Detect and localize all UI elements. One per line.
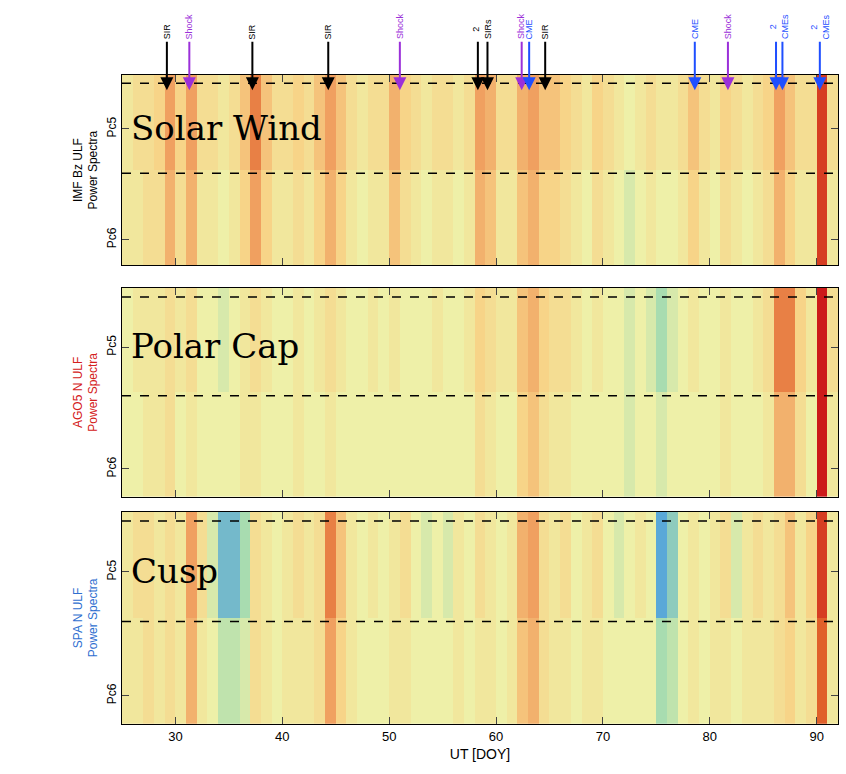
svg-text:Pc6: Pc6 [105, 227, 119, 248]
svg-text:SIR: SIR [323, 24, 333, 40]
svg-text:2CMEs: 2CMEs [768, 14, 790, 39]
svg-text:CME: CME [524, 19, 534, 39]
svg-text:UT [DOY]: UT [DOY] [450, 746, 510, 762]
svg-text:50: 50 [382, 729, 396, 744]
svg-text:Pc5: Pc5 [105, 559, 119, 580]
svg-text:90: 90 [809, 729, 823, 744]
svg-text:SIR: SIR [162, 24, 172, 40]
svg-text:Pc5: Pc5 [105, 335, 119, 356]
svg-text:Shock: Shock [516, 13, 526, 39]
svg-text:IMF Bz ULFPower Spectra: IMF Bz ULFPower Spectra [71, 130, 101, 209]
svg-text:40: 40 [275, 729, 289, 744]
svg-text:70: 70 [596, 729, 610, 744]
svg-text:Pc5: Pc5 [105, 116, 119, 137]
svg-text:Cusp: Cusp [131, 551, 218, 591]
svg-text:Pc6: Pc6 [105, 457, 119, 478]
svg-text:80: 80 [703, 729, 717, 744]
svg-text:CME: CME [690, 19, 700, 39]
svg-text:SIR: SIR [247, 24, 257, 40]
svg-text:Solar Wind: Solar Wind [131, 108, 322, 148]
svg-text:Shock: Shock [395, 14, 405, 40]
svg-text:Shock: Shock [723, 14, 733, 40]
svg-text:2SIRs: 2SIRs [471, 19, 493, 39]
svg-text:60: 60 [489, 729, 503, 744]
svg-text:SIR: SIR [540, 24, 550, 40]
svg-text:Polar Cap: Polar Cap [131, 326, 299, 366]
svg-text:Pc6: Pc6 [105, 683, 119, 704]
svg-text:2CMEs: 2CMEs [809, 15, 831, 40]
svg-text:Shock: Shock [184, 14, 194, 40]
svg-text:SPA N ULFPower Spectra: SPA N ULFPower Spectra [71, 578, 101, 657]
svg-text:30: 30 [168, 729, 182, 744]
svg-text:AGO5 N ULFPower Spectra: AGO5 N ULFPower Spectra [71, 353, 101, 432]
